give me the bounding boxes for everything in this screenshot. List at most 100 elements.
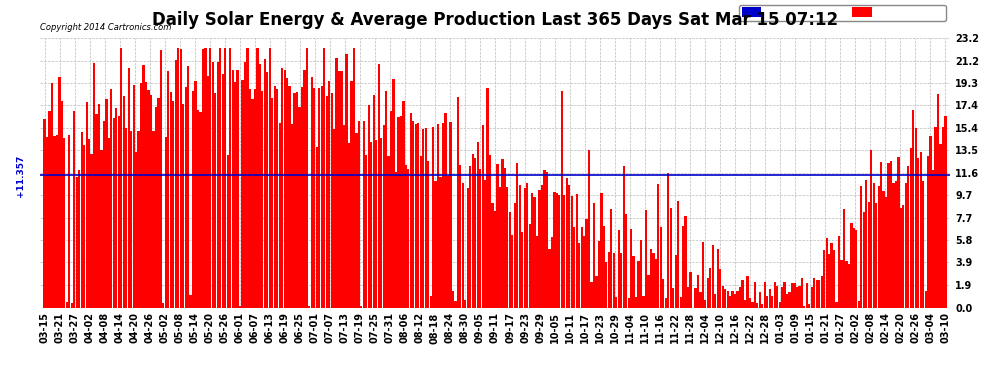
Bar bbox=[110, 89, 113, 308]
Bar bbox=[654, 259, 657, 308]
Bar bbox=[346, 54, 347, 307]
Bar bbox=[133, 85, 135, 308]
Bar bbox=[539, 190, 541, 308]
Bar bbox=[516, 163, 519, 308]
Bar bbox=[486, 88, 489, 308]
Bar bbox=[669, 208, 672, 308]
Bar bbox=[836, 302, 838, 307]
Bar bbox=[524, 188, 526, 308]
Bar bbox=[890, 161, 892, 308]
Bar bbox=[682, 226, 684, 308]
Bar bbox=[647, 275, 649, 308]
Bar bbox=[469, 166, 471, 308]
Bar bbox=[157, 98, 159, 308]
Bar bbox=[565, 178, 568, 308]
Bar bbox=[288, 86, 291, 308]
Bar bbox=[496, 164, 499, 308]
Bar bbox=[870, 150, 872, 308]
Bar bbox=[377, 64, 380, 308]
Bar bbox=[50, 82, 53, 308]
Bar bbox=[623, 166, 625, 308]
Bar bbox=[694, 288, 697, 308]
Bar bbox=[449, 122, 451, 308]
Bar bbox=[217, 62, 219, 308]
Bar bbox=[326, 96, 328, 308]
Bar bbox=[207, 76, 209, 308]
Bar bbox=[860, 186, 862, 308]
Bar bbox=[927, 156, 930, 308]
Bar bbox=[103, 121, 105, 308]
Bar bbox=[276, 89, 278, 308]
Bar bbox=[746, 276, 748, 308]
Bar bbox=[603, 226, 605, 308]
Bar bbox=[644, 210, 647, 308]
Bar bbox=[628, 298, 630, 307]
Bar bbox=[910, 148, 912, 308]
Bar bbox=[140, 83, 143, 308]
Bar bbox=[667, 173, 669, 308]
Bar bbox=[583, 236, 585, 308]
Bar bbox=[204, 48, 207, 308]
Bar bbox=[471, 154, 474, 308]
Bar bbox=[73, 111, 75, 308]
Bar bbox=[323, 48, 326, 308]
Bar bbox=[803, 306, 806, 308]
Bar bbox=[845, 261, 847, 308]
Bar bbox=[298, 106, 301, 308]
Bar bbox=[573, 227, 575, 308]
Bar bbox=[541, 185, 544, 308]
Bar bbox=[88, 139, 90, 308]
Bar bbox=[912, 110, 915, 308]
Bar bbox=[867, 202, 870, 308]
Bar bbox=[501, 159, 504, 308]
Bar bbox=[833, 250, 836, 308]
Bar bbox=[882, 190, 885, 308]
Bar bbox=[605, 262, 608, 308]
Bar bbox=[753, 282, 756, 308]
Bar bbox=[481, 125, 484, 308]
Bar bbox=[526, 183, 529, 308]
Bar bbox=[291, 124, 293, 308]
Bar bbox=[395, 171, 397, 308]
Bar bbox=[397, 117, 400, 308]
Bar bbox=[70, 303, 73, 307]
Bar bbox=[570, 196, 573, 308]
Bar bbox=[78, 170, 80, 308]
Bar bbox=[63, 138, 65, 308]
Bar bbox=[751, 302, 753, 307]
Bar bbox=[781, 287, 783, 308]
Bar bbox=[212, 62, 214, 308]
Bar bbox=[400, 116, 402, 308]
Bar bbox=[154, 106, 157, 308]
Bar bbox=[768, 289, 771, 308]
Bar bbox=[446, 176, 449, 308]
Bar bbox=[558, 195, 560, 308]
Bar bbox=[229, 48, 232, 308]
Bar bbox=[580, 227, 583, 308]
Bar bbox=[811, 287, 813, 308]
Bar bbox=[838, 236, 841, 308]
Bar bbox=[120, 48, 123, 308]
Bar bbox=[167, 70, 169, 308]
Bar bbox=[499, 188, 501, 308]
Bar bbox=[625, 214, 628, 308]
Bar bbox=[689, 272, 692, 308]
Bar bbox=[328, 81, 331, 308]
Bar bbox=[519, 184, 521, 308]
Bar bbox=[679, 297, 682, 307]
Bar bbox=[783, 282, 786, 308]
Bar bbox=[261, 91, 263, 308]
Bar bbox=[786, 294, 788, 307]
Bar bbox=[224, 48, 227, 308]
Bar bbox=[598, 241, 600, 308]
Bar bbox=[464, 300, 466, 307]
Text: Daily Solar Energy & Average Production Last 365 Days Sat Mar 15 07:12: Daily Solar Energy & Average Production … bbox=[151, 11, 839, 29]
Bar bbox=[761, 304, 763, 307]
Bar bbox=[420, 156, 422, 308]
Bar bbox=[266, 72, 268, 308]
Bar bbox=[766, 296, 768, 307]
Bar bbox=[717, 249, 719, 308]
Bar bbox=[850, 223, 852, 308]
Bar bbox=[65, 302, 68, 307]
Bar bbox=[610, 209, 613, 308]
